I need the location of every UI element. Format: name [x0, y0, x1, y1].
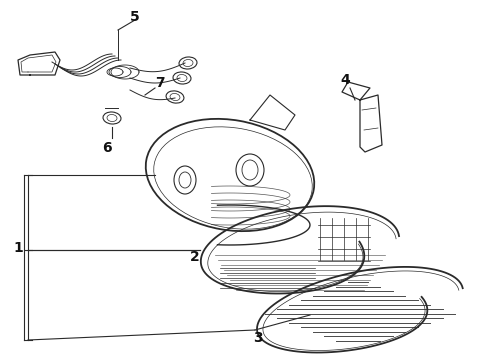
Text: 4: 4 [340, 73, 350, 87]
Text: 6: 6 [102, 141, 112, 155]
Text: 3: 3 [253, 331, 263, 345]
Text: 5: 5 [130, 10, 140, 24]
Text: 1: 1 [13, 241, 23, 255]
Text: 2: 2 [190, 250, 200, 264]
Text: 7: 7 [155, 76, 165, 90]
